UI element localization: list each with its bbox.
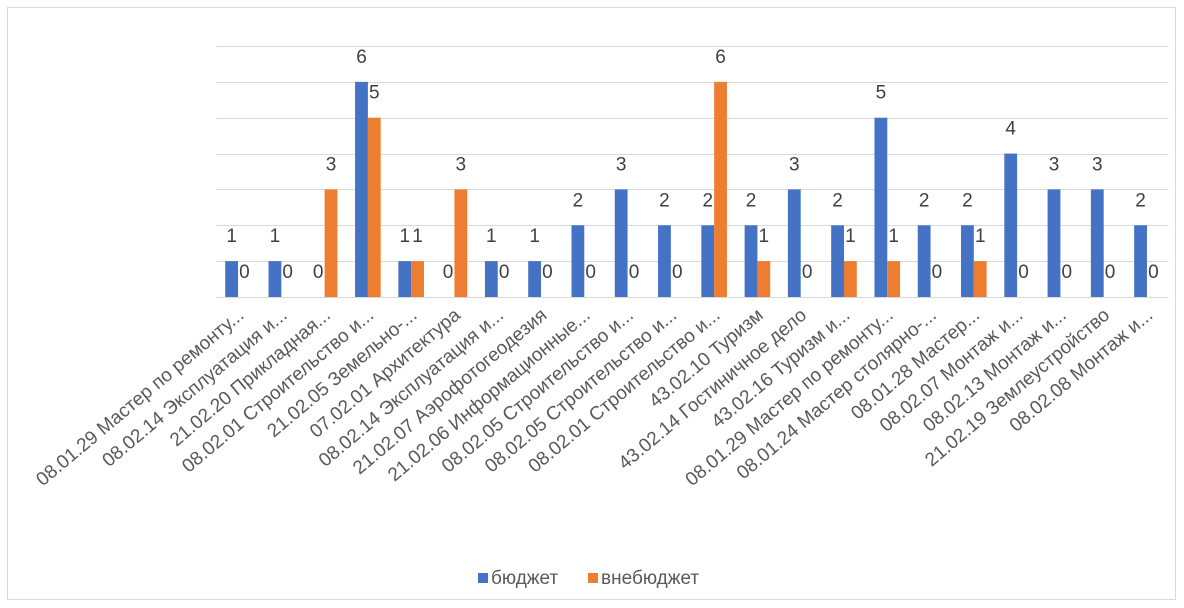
bar-series-1-category-2 xyxy=(268,261,282,297)
data-label: 1 xyxy=(975,226,986,247)
data-label: 0 xyxy=(542,262,553,283)
data-label: 1 xyxy=(486,226,497,247)
data-label: 0 xyxy=(1148,262,1159,283)
bar-series-1-category-7 xyxy=(484,261,498,297)
bar-series-1-category-16 xyxy=(874,117,888,297)
bar-series-2-category-12 xyxy=(714,81,727,297)
bar-series-1-category-19 xyxy=(1004,153,1018,297)
data-label: 2 xyxy=(702,190,713,211)
data-label: 0 xyxy=(1105,262,1116,283)
data-label: 0 xyxy=(672,262,683,283)
legend: бюджет внебюджет xyxy=(478,568,699,589)
data-label: 0 xyxy=(802,262,813,283)
data-label: 5 xyxy=(876,83,887,104)
bar-series-2-category-6 xyxy=(454,189,468,297)
chart-frame xyxy=(7,7,1176,600)
data-label: 0 xyxy=(1062,262,1073,283)
data-label: 2 xyxy=(573,190,584,211)
legend-item-series-1: бюджет xyxy=(478,568,558,589)
bar-series-1-category-15 xyxy=(831,225,844,297)
bar-series-1-category-20 xyxy=(1047,189,1061,297)
bar-series-2-category-3 xyxy=(324,189,338,297)
bar-series-1-category-17 xyxy=(917,225,931,297)
bar-series-2-category-5 xyxy=(411,261,424,297)
data-label: 1 xyxy=(226,226,237,247)
data-label: 3 xyxy=(789,154,800,175)
data-label: 1 xyxy=(270,226,281,247)
data-label: 2 xyxy=(919,190,930,211)
data-label: 2 xyxy=(832,190,843,211)
bar-series-1-category-4 xyxy=(355,81,368,297)
data-label: 1 xyxy=(845,226,856,247)
data-label: 0 xyxy=(1018,262,1029,283)
bar-series-1-category-18 xyxy=(961,225,974,297)
bar-series-2-category-15 xyxy=(843,261,857,297)
data-label: 1 xyxy=(759,226,770,247)
data-label: 2 xyxy=(1135,190,1146,211)
bar-series-1-category-1 xyxy=(225,261,239,297)
legend-item-series-2: внебюджет xyxy=(588,568,699,589)
data-label: 2 xyxy=(746,190,757,211)
bar-series-1-category-5 xyxy=(398,261,412,297)
data-label: 0 xyxy=(282,262,293,283)
data-label: 0 xyxy=(932,262,943,283)
data-label: 4 xyxy=(1005,119,1016,140)
bar-series-2-category-18 xyxy=(973,261,987,297)
bar-series-1-category-8 xyxy=(528,261,542,297)
legend-swatch xyxy=(478,573,488,583)
data-label: 5 xyxy=(369,83,380,104)
bar-series-1-category-10 xyxy=(614,189,628,297)
bar-series-1-category-22 xyxy=(1134,225,1147,297)
data-label: 1 xyxy=(399,226,410,247)
data-label: 6 xyxy=(356,47,367,68)
bar-series-1-category-9 xyxy=(571,225,585,297)
legend-label: бюджет xyxy=(491,568,558,589)
bar-series-1-category-13 xyxy=(744,225,758,297)
bar-series-2-category-4 xyxy=(367,117,381,297)
legend-label: внебюджет xyxy=(601,568,699,589)
data-label: 1 xyxy=(888,226,899,247)
data-label: 2 xyxy=(962,190,973,211)
bar-series-1-category-12 xyxy=(701,225,715,297)
data-label: 3 xyxy=(326,154,337,175)
bar-series-2-category-13 xyxy=(757,261,771,297)
data-label: 3 xyxy=(1092,154,1103,175)
data-label: 0 xyxy=(239,262,250,283)
data-label: 6 xyxy=(715,47,726,68)
data-label: 0 xyxy=(443,262,454,283)
bar-series-1-category-11 xyxy=(658,225,671,297)
data-label: 0 xyxy=(629,262,640,283)
bar-series-2-category-16 xyxy=(887,261,901,297)
data-label: 3 xyxy=(616,154,627,175)
data-label: 0 xyxy=(499,262,510,283)
bar-series-1-category-14 xyxy=(787,189,801,297)
bar-series-1-category-21 xyxy=(1090,189,1104,297)
legend-swatch xyxy=(588,573,598,583)
data-label: 1 xyxy=(529,226,540,247)
data-label: 2 xyxy=(659,190,670,211)
data-label: 3 xyxy=(1049,154,1060,175)
data-label: 3 xyxy=(456,154,467,175)
data-label: 0 xyxy=(313,262,324,283)
bars xyxy=(225,81,1147,297)
data-label: 0 xyxy=(585,262,596,283)
data-label: 1 xyxy=(412,226,423,247)
